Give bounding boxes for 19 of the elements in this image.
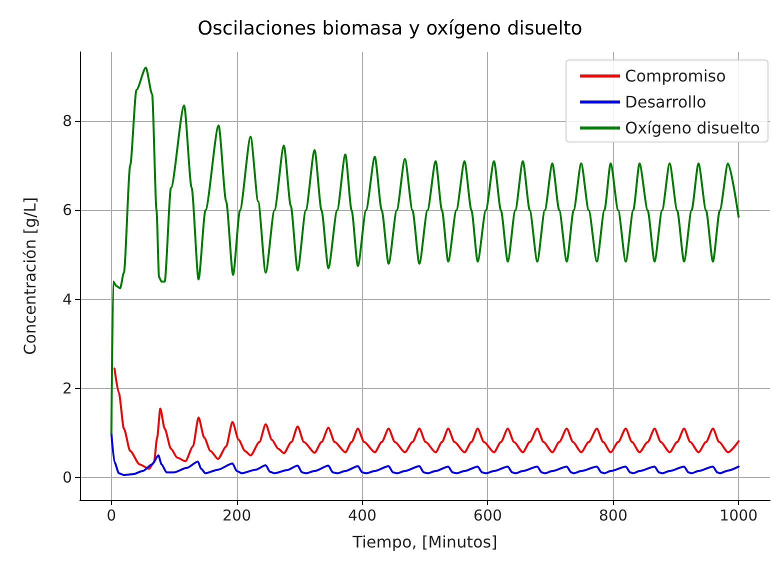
x-tick-label: 0 <box>106 506 116 524</box>
y-tick-label: 8 <box>62 112 72 130</box>
y-tick-label: 6 <box>62 201 72 220</box>
y-tick-label: 4 <box>62 290 72 308</box>
chart-title: Oscilaciones biomasa y oxígeno disuelto <box>198 18 582 40</box>
y-tick-label: 0 <box>62 468 72 487</box>
line-series <box>110 432 740 476</box>
line-series <box>114 368 740 470</box>
x-axis-title: Tiempo, [Minutos] <box>352 532 498 552</box>
x-tick-label: 600 <box>473 506 502 524</box>
y-tick-label: 2 <box>62 380 72 398</box>
x-tick-label: 200 <box>222 506 252 524</box>
legend-label: Desarrollo <box>625 92 706 112</box>
legend-label: Oxígeno disuelto <box>625 118 760 138</box>
x-tick-label: 800 <box>598 506 628 524</box>
x-tick-label: 1000 <box>720 506 758 524</box>
x-tick-label: 400 <box>348 506 377 524</box>
legend-label: Compromiso <box>625 66 726 86</box>
y-axis-title: Concentración [g/L] <box>20 197 40 355</box>
